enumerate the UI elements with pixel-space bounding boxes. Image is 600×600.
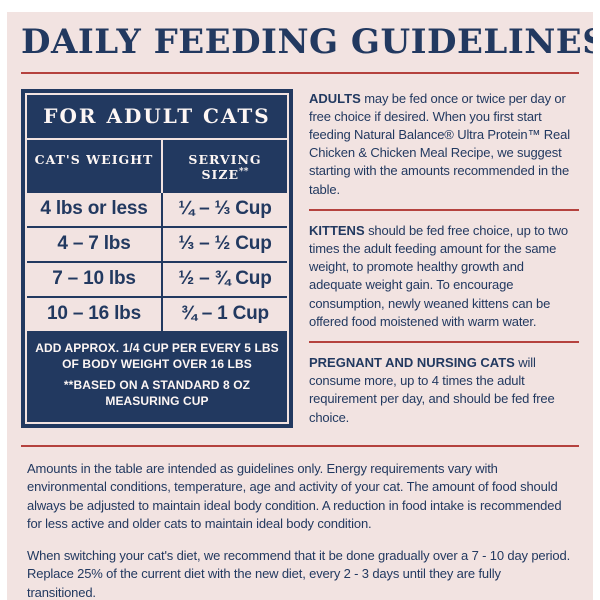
- content-columns: FOR ADULT CATS CAT'S WEIGHT SERVING SIZE…: [21, 88, 579, 429]
- page-title: DAILY FEEDING GUIDELINES: [21, 22, 593, 62]
- paragraph-kittens: KITTENS should be fed free choice, up to…: [309, 222, 579, 331]
- cell-divider: [161, 192, 163, 226]
- cell-divider: [161, 262, 163, 296]
- serving-size-label: SERVING SIZE: [188, 151, 262, 182]
- table-row: 7 – 10 lbs ½ – ¾ Cup: [27, 260, 287, 296]
- paragraph-guidelines-disclaimer: Amounts in the table are intended as gui…: [27, 461, 562, 532]
- info-divider: [309, 340, 579, 343]
- kittens-text: should be fed free choice, up to two tim…: [309, 222, 568, 329]
- bottom-section: Amounts in the table are intended as gui…: [21, 460, 579, 600]
- table-footnote: ADD APPROX. 1/4 CUP PER EVERY 5 LBS OF B…: [27, 330, 287, 423]
- feeding-guidelines-label: DAILY FEEDING GUIDELINES FOR ADULT CATS …: [7, 12, 593, 600]
- weight-cell: 4 lbs or less: [40, 197, 148, 219]
- weight-cell: 7 – 10 lbs: [52, 267, 136, 289]
- serving-cell: ¾ – 1 Cup: [181, 302, 269, 324]
- serving-cell: ¼ – ⅓ Cup: [178, 197, 272, 219]
- title-underline: [21, 71, 579, 74]
- cell-divider: [161, 297, 163, 331]
- serving-cell: ½ – ¾ Cup: [178, 267, 272, 289]
- pregnant-nursing-text: will consume more, up to 4 times the adu…: [309, 354, 555, 425]
- paragraph-pregnant-nursing: PREGNANT AND NURSING CATS will consume m…: [309, 354, 579, 427]
- table-row: 4 – 7 lbs ⅓ – ½ Cup: [27, 225, 287, 261]
- table-note-over-16lbs: ADD APPROX. 1/4 CUP PER EVERY 5 LBS OF B…: [35, 340, 279, 372]
- weight-cell: 4 – 7 lbs: [57, 232, 131, 254]
- table-row: 4 lbs or less ¼ – ⅓ Cup: [27, 192, 287, 226]
- feeding-table: FOR ADULT CATS CAT'S WEIGHT SERVING SIZE…: [21, 88, 293, 429]
- serving-cell: ⅓ – ½ Cup: [178, 232, 272, 254]
- weight-cell: 10 – 16 lbs: [47, 302, 141, 324]
- column-header-serving: SERVING SIZE**: [163, 139, 287, 193]
- feeding-table-inner: FOR ADULT CATS CAT'S WEIGHT SERVING SIZE…: [25, 92, 289, 425]
- column-header-weight: CAT'S WEIGHT: [27, 139, 161, 193]
- table-title: FOR ADULT CATS: [27, 94, 287, 138]
- paragraph-adults: ADULTS may be fed once or twice per day …: [309, 90, 579, 199]
- serving-size-footnote-marker: **: [239, 166, 249, 177]
- adults-text: may be fed once or twice per day or free…: [309, 90, 570, 197]
- table-row: 10 – 16 lbs ¾ – 1 Cup: [27, 295, 287, 331]
- table-note-measuring-cup: **BASED ON A STANDARD 8 OZ MEASURING CUP: [63, 377, 251, 409]
- table-body: 4 lbs or less ¼ – ⅓ Cup 4 – 7 lbs ⅓ – ½ …: [27, 192, 287, 331]
- column-divider: [161, 139, 163, 193]
- adults-lead: ADULTS: [309, 90, 361, 106]
- info-divider: [309, 208, 579, 211]
- kittens-lead: KITTENS: [309, 222, 365, 238]
- pregnant-nursing-lead: PREGNANT AND NURSING CATS: [309, 354, 515, 370]
- cell-divider: [161, 227, 163, 261]
- table-header-row: CAT'S WEIGHT SERVING SIZE**: [27, 139, 287, 193]
- info-column: ADULTS may be fed once or twice per day …: [309, 89, 579, 427]
- section-divider: [21, 445, 579, 448]
- paragraph-diet-switching: When switching your cat's diet, we recom…: [27, 547, 571, 600]
